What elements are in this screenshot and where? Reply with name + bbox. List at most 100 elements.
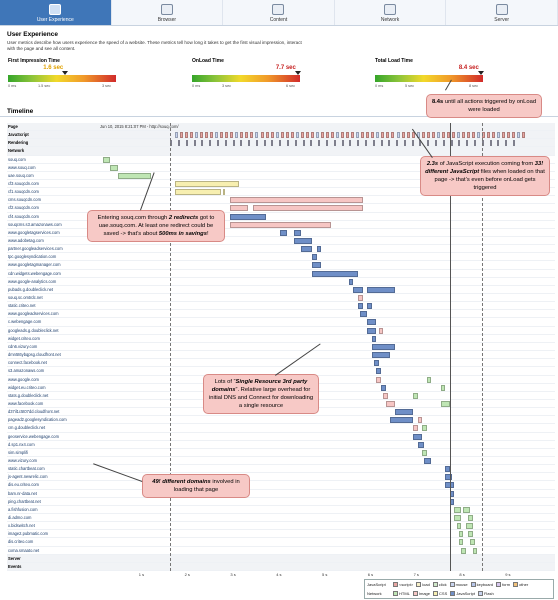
metric-gauge	[375, 75, 483, 82]
javascript-block	[336, 132, 340, 139]
rendering-block	[255, 140, 258, 147]
request-bar	[300, 246, 313, 253]
request-bar	[371, 335, 377, 342]
tab-content[interactable]: Content	[223, 0, 335, 25]
row-label: widget.criteo.com	[8, 335, 40, 341]
row-lane	[97, 360, 555, 367]
timeline-row: d.sp1.nx4.com	[7, 441, 555, 449]
legend-swatch	[450, 591, 456, 596]
timeline-row: www.adobetag.com	[7, 237, 555, 246]
metric-value: 8.4 sec	[458, 65, 479, 71]
timeline-row: static.criteo.net	[7, 302, 555, 311]
tab-label: Browser	[157, 17, 177, 23]
user-experience-icon	[49, 4, 62, 15]
tab-user-experience[interactable]: User Experience	[0, 0, 112, 25]
row-label: cf3.souqcdn.com	[8, 181, 39, 187]
legend-label: form	[502, 582, 511, 587]
javascript-block	[184, 132, 188, 139]
row-label: www.vizury.com	[8, 457, 38, 463]
row-label: sim.simplifi	[8, 449, 29, 455]
javascript-block	[341, 132, 345, 139]
legend-item-net: JavaScript	[450, 591, 475, 596]
javascript-block	[280, 132, 284, 139]
timeline-row: image2.pubmatic.com	[7, 530, 555, 539]
javascript-block	[381, 132, 385, 139]
marker-onload	[449, 123, 451, 571]
javascript-block	[270, 132, 274, 139]
page-title: User Experience	[7, 31, 58, 38]
javascript-block	[462, 132, 466, 139]
timeline-row: c.webengage.com	[7, 318, 555, 327]
tab-server[interactable]: Server	[446, 0, 558, 25]
row-label: cdn6.vizury.com	[8, 343, 38, 349]
javascript-block	[245, 132, 249, 139]
legend-label: JavaScript	[456, 591, 475, 596]
row-lane	[97, 457, 555, 464]
legend-label: Image	[418, 591, 431, 596]
row-label: www.google.com	[8, 376, 39, 382]
request-bar	[229, 213, 267, 220]
javascript-block	[305, 132, 309, 139]
network-icon	[384, 4, 397, 15]
rendering-block	[442, 140, 445, 147]
row-lane	[97, 319, 555, 326]
timeline-row: geoservice.webengage.com	[7, 433, 555, 441]
timeline-row: cf3.souqcdn.com	[7, 180, 555, 189]
tab-network[interactable]: Network	[335, 0, 447, 25]
timeline-row: cm.g.doubleclick.net	[7, 424, 555, 433]
javascript-block	[320, 132, 324, 139]
row-lane	[97, 474, 555, 481]
rendering-block	[473, 140, 476, 147]
axis-tick: 8 s	[459, 572, 465, 577]
javascript-block	[401, 132, 405, 139]
javascript-block	[310, 132, 314, 139]
rendering-block	[427, 140, 430, 147]
row-label: a.fishfusion.com	[8, 506, 38, 512]
legend-label: HTML	[399, 591, 410, 596]
legend-item-js: click	[432, 582, 447, 587]
tab-label: User Experience	[36, 17, 74, 23]
rendering-block	[357, 140, 360, 147]
request-bar	[456, 523, 462, 530]
axis-tick: 1 s	[138, 572, 145, 577]
javascript-block	[346, 132, 350, 139]
request-bar	[367, 319, 377, 326]
row-lane	[97, 156, 555, 163]
javascript-block	[497, 132, 501, 139]
javascript-block	[215, 132, 219, 139]
javascript-block	[441, 132, 445, 139]
legend-label: keyboard	[476, 582, 494, 587]
javascript-block	[507, 132, 511, 139]
request-bar	[374, 360, 379, 367]
metric-scale-max: 8 sec	[469, 84, 479, 88]
row-lane	[97, 352, 555, 359]
row-label: www.souq.com	[8, 164, 36, 170]
timeline-row: a.fishfusion.com	[7, 506, 555, 514]
rendering-block	[240, 140, 243, 147]
rendering-block	[193, 140, 196, 147]
rendering-block	[201, 140, 204, 147]
row-lane	[97, 246, 555, 253]
request-bar	[174, 181, 239, 188]
request-bar	[102, 156, 110, 163]
timeline-section-network: Network	[7, 147, 555, 156]
request-bar	[383, 392, 388, 399]
row-lane	[97, 205, 555, 212]
javascript-block	[492, 132, 496, 139]
javascript-block	[230, 132, 234, 139]
browser-icon	[160, 4, 173, 15]
row-lane	[97, 400, 555, 407]
request-bar	[467, 531, 473, 538]
timeline-row: dis.criteo.com	[7, 538, 555, 547]
timeline-row: cdn.widgets.webengage.com	[7, 270, 555, 278]
tab-browser[interactable]: Browser	[112, 0, 224, 25]
javascript-block	[411, 132, 415, 139]
javascript-block	[477, 132, 481, 139]
request-bar	[390, 417, 413, 424]
row-label: di.admo.com	[8, 514, 32, 520]
row-label: image2.pubmatic.com	[8, 531, 49, 537]
timeline-row: js-agent.newrelic.com	[7, 473, 555, 482]
legend-js-caption: JavaScript	[367, 582, 386, 587]
metric-scale-min: 0 ms	[375, 84, 384, 88]
legend-label: other	[519, 582, 529, 587]
